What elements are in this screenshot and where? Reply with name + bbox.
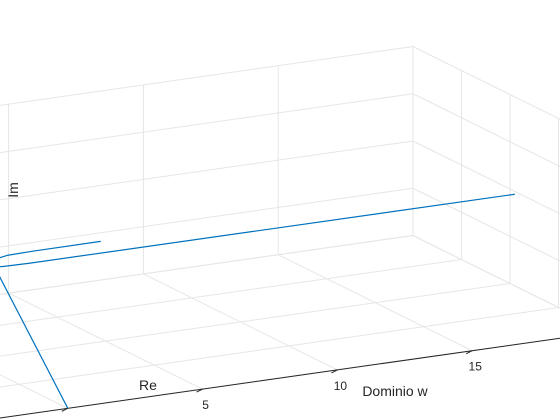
grid-line-floor-y <box>0 259 462 326</box>
grid-line-floor-y <box>0 283 511 357</box>
grid-line-floor-y <box>0 235 414 295</box>
grid-line-side-z <box>412 235 560 309</box>
y-axis-label: Re <box>139 377 157 393</box>
grid-line-floor-y <box>0 307 559 388</box>
x-tick-mark <box>61 407 69 412</box>
grid-line-side-z <box>412 93 560 168</box>
x-tick-mark <box>196 388 203 393</box>
tick-labels: -505101520-2000-1000010002000-2000-10000… <box>67 360 483 420</box>
plot-series <box>0 193 515 409</box>
x-tick-mark <box>465 350 473 355</box>
x-axis-label: Dominio w <box>362 383 428 399</box>
grid-line-back-z <box>0 235 414 295</box>
x-tick-label: 5 <box>202 398 209 412</box>
grid-line-back-z <box>0 93 414 154</box>
grid-line-back-z <box>0 140 414 201</box>
grid-line-back-z <box>0 187 414 248</box>
series-line-1 <box>0 193 515 268</box>
axis-lines <box>0 337 560 419</box>
series-line-2 <box>0 240 101 409</box>
grid-line-side-z <box>412 46 560 120</box>
grid-line-side-z <box>412 140 560 215</box>
x-tick-label: 0 <box>67 417 74 420</box>
grid-line-back-z <box>0 46 414 106</box>
grid-line-floor-y <box>0 337 560 419</box>
grid-line-floor-x <box>0 374 69 409</box>
x-tick-label: 15 <box>469 360 483 374</box>
z-axis-label: Im <box>5 182 21 198</box>
x-tick-mark <box>331 369 338 374</box>
x-axis-line <box>0 337 560 419</box>
grid-lines <box>0 46 560 419</box>
x-tick-label: 10 <box>334 379 348 393</box>
